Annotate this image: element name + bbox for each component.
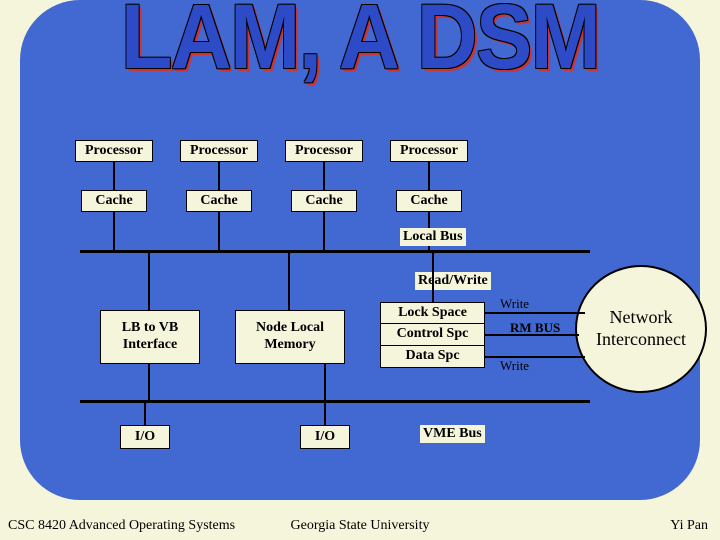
cache-box: Cache	[396, 190, 462, 212]
connector	[323, 162, 325, 190]
control-space-label: Control Spc	[381, 324, 484, 345]
connector	[113, 212, 115, 250]
rm-bus-label: RM BUS	[510, 320, 560, 336]
space-stack: Lock Space Control Spc Data Spc	[380, 302, 485, 368]
connector	[218, 162, 220, 190]
slide-title: LAM, A DSM	[47, 0, 673, 90]
footer-author: Yi Pan	[670, 518, 708, 534]
local-bus-label: Local Bus	[400, 228, 466, 246]
connector	[144, 403, 146, 425]
vme-bus-label: VME Bus	[420, 425, 485, 443]
cache-box: Cache	[291, 190, 357, 212]
footer-university: Georgia State University	[0, 518, 720, 534]
connector	[324, 364, 326, 425]
connector	[428, 162, 430, 190]
processor-box: Processor	[75, 140, 153, 162]
vme-bus	[80, 400, 590, 403]
write-label-top: Write	[500, 296, 529, 312]
connector	[485, 312, 585, 314]
processor-box: Processor	[285, 140, 363, 162]
read-write-label: Read/Write	[415, 272, 491, 290]
io-box: I/O	[120, 425, 170, 449]
data-space-label: Data Spc	[381, 346, 484, 367]
processor-box: Processor	[180, 140, 258, 162]
cache-box: Cache	[186, 190, 252, 212]
diagram-panel: LAM, A DSM Processor Processor Processor…	[20, 0, 700, 500]
network-interconnect-node: Network Interconnect	[575, 265, 707, 393]
lock-space-label: Lock Space	[381, 303, 484, 324]
write-label-bottom: Write	[500, 358, 529, 374]
local-bus	[80, 250, 590, 253]
io-box: I/O	[300, 425, 350, 449]
connector	[288, 253, 290, 310]
connector	[113, 162, 115, 190]
node-local-memory-box: Node Local Memory	[235, 310, 345, 364]
connector	[218, 212, 220, 250]
connector	[148, 253, 150, 310]
lb-vb-interface-box: LB to VB Interface	[100, 310, 200, 364]
processor-box: Processor	[390, 140, 468, 162]
connector	[323, 212, 325, 250]
connector	[148, 364, 150, 400]
cache-box: Cache	[81, 190, 147, 212]
